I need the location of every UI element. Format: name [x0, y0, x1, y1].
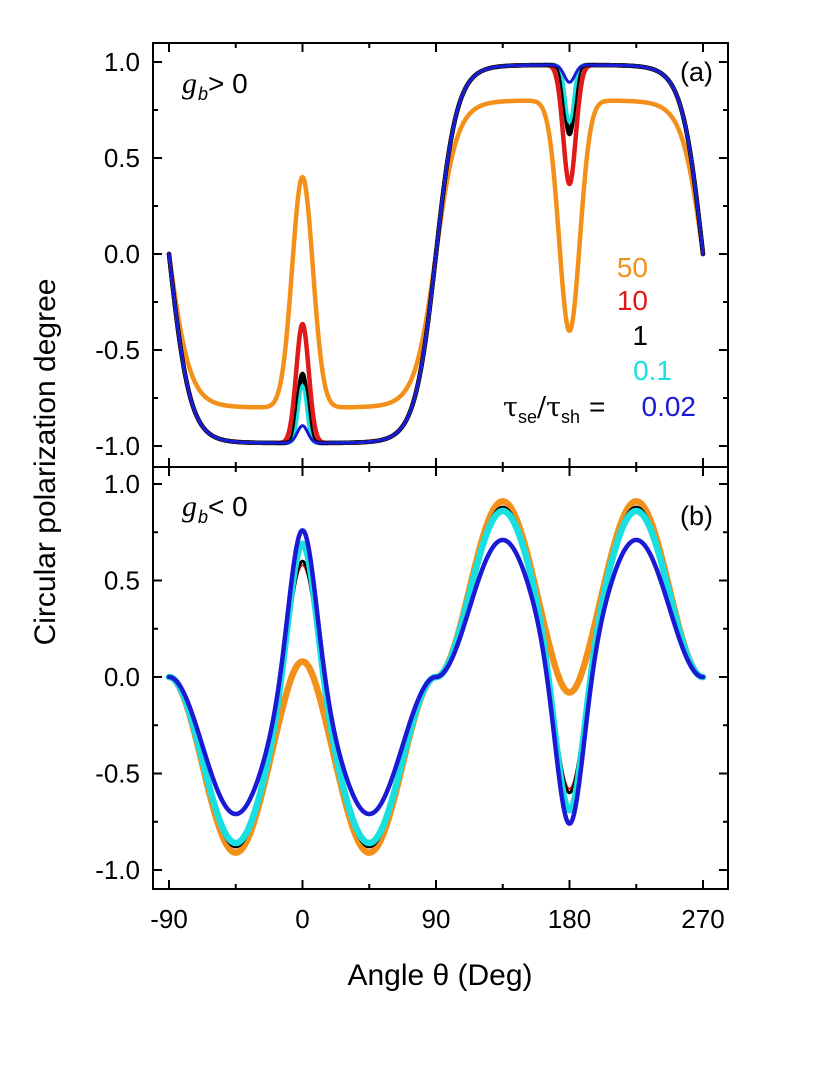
panel-a-ticks	[153, 43, 728, 467]
x-tick-labels: -90 0 90 180 270	[150, 904, 724, 934]
panel-a: -1.0 -0.5 0.0 0.5 1.0 gb> 0 (a) 50 10 1 0.1 …	[95, 42, 729, 468]
y-tick-label: -0.5	[95, 335, 140, 365]
x-tick-label: 270	[681, 904, 724, 934]
y-tick-label: 0.5	[104, 143, 140, 173]
series-line-0-02	[167, 63, 705, 445]
y-tick-label: -0.5	[95, 759, 140, 789]
x-axis-title: Angle θ (Deg)	[347, 959, 532, 992]
legend-entry-50: 50	[617, 252, 648, 283]
y-tick-label: 0.0	[104, 239, 140, 269]
y-tick-label: 0.5	[104, 566, 140, 596]
panel-b-ticks	[153, 467, 728, 889]
legend-entry-10: 10	[617, 285, 648, 316]
legend-entry-0-1: 0.1	[633, 355, 672, 386]
y-tick-label: 0.0	[104, 662, 140, 692]
panel-b-series	[165, 498, 707, 856]
panel-a-condition: gb> 0	[182, 67, 248, 104]
y-tick-label: 1.0	[104, 469, 140, 499]
y-axis-title: Circular polarization degree	[29, 279, 62, 646]
legend-title: τse/τsh =	[503, 391, 605, 427]
x-tick-label: 180	[548, 904, 591, 934]
panel-b: -1.0 -0.5 0.0 0.5 1.0 gb< 0 (b)	[95, 466, 729, 890]
panel-b-y-tick-labels: -1.0 -0.5 0.0 0.5 1.0	[95, 469, 140, 885]
legend-entry-0-02: 0.02	[642, 391, 697, 422]
panel-a-series	[166, 62, 706, 446]
series-line-0-02	[166, 528, 706, 826]
legend: 50 10 1 0.1 τse/τsh = 0.02	[503, 252, 696, 427]
x-tick-label: -90	[150, 904, 188, 934]
panel-a-y-tick-labels: -1.0 -0.5 0.0 0.5 1.0	[95, 47, 140, 461]
y-tick-label: -1.0	[95, 431, 140, 461]
legend-entry-1: 1	[632, 320, 648, 351]
panel-a-label: (a)	[680, 57, 713, 87]
x-tick-label: 0	[295, 904, 309, 934]
x-tick-label: 90	[422, 904, 451, 934]
y-tick-label: -1.0	[95, 855, 140, 885]
y-tick-label: 1.0	[104, 47, 140, 77]
panel-b-label: (b)	[680, 501, 713, 531]
panel-b-condition: gb< 0	[182, 490, 248, 527]
